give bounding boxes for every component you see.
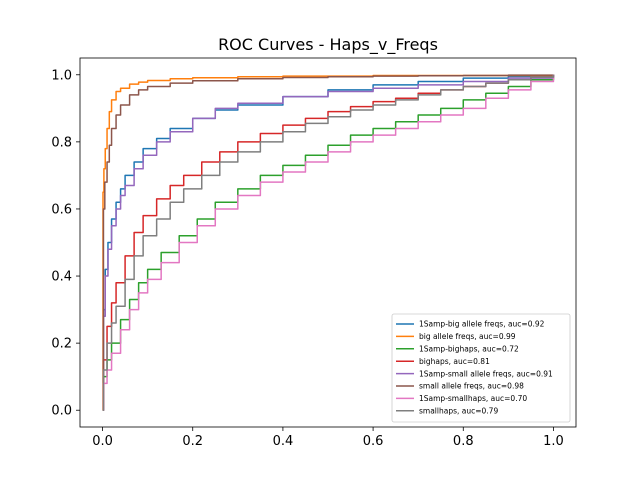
legend-label-1: big allele freqs, auc=0.99 xyxy=(419,332,516,341)
y-tick-label: 0.0 xyxy=(51,404,72,419)
x-tick-label: 0.8 xyxy=(453,434,474,449)
plot-frame xyxy=(79,57,577,428)
y-tick-label: 1.0 xyxy=(51,68,72,83)
y-tick-label: 0.8 xyxy=(51,135,72,150)
legend-label-4: 1Samp-small allele freqs, auc=0.91 xyxy=(419,369,553,378)
series-line-5 xyxy=(102,74,555,411)
y-tick-label: 0.2 xyxy=(51,337,72,352)
legend-label-5: small allele freqs, auc=0.98 xyxy=(419,382,524,391)
x-tick-label: 0.2 xyxy=(182,434,203,449)
series-line-4 xyxy=(102,74,555,411)
y-tick-label: 0.6 xyxy=(51,202,72,217)
x-tick-label: 0.0 xyxy=(92,434,113,449)
legend-label-7: smallhaps, auc=0.79 xyxy=(419,407,498,416)
legend-box xyxy=(391,313,571,423)
x-tick-label: 0.6 xyxy=(363,434,384,449)
series-line-7 xyxy=(102,74,555,411)
legend: 1Samp-big allele freqs, auc=0.92 big alle… xyxy=(391,313,571,423)
legend-label-2: 1Samp-bighaps, auc=0.72 xyxy=(419,345,519,354)
x-tick-label: 1.0 xyxy=(543,434,564,449)
x-tick-label: 0.4 xyxy=(273,434,294,449)
chart-title: ROC Curves - Haps_v_Freqs xyxy=(218,35,438,55)
legend-label-3: bighaps, auc=0.81 xyxy=(419,357,490,366)
series-line-1 xyxy=(102,74,555,411)
axes-layer: 0.0 0.2 0.4 0.6 0.8 1.0 0.0 0.2 0.4 0.6 0.8 1.0 xyxy=(51,57,577,449)
series-line-2 xyxy=(102,74,555,411)
legend-label-6: 1Samp-smallhaps, auc=0.70 xyxy=(419,394,527,403)
legend-label-0: 1Samp-big allele freqs, auc=0.92 xyxy=(419,320,545,329)
series-layer xyxy=(102,74,555,411)
series-line-6 xyxy=(102,74,555,411)
y-tick-label: 0.4 xyxy=(51,270,72,285)
